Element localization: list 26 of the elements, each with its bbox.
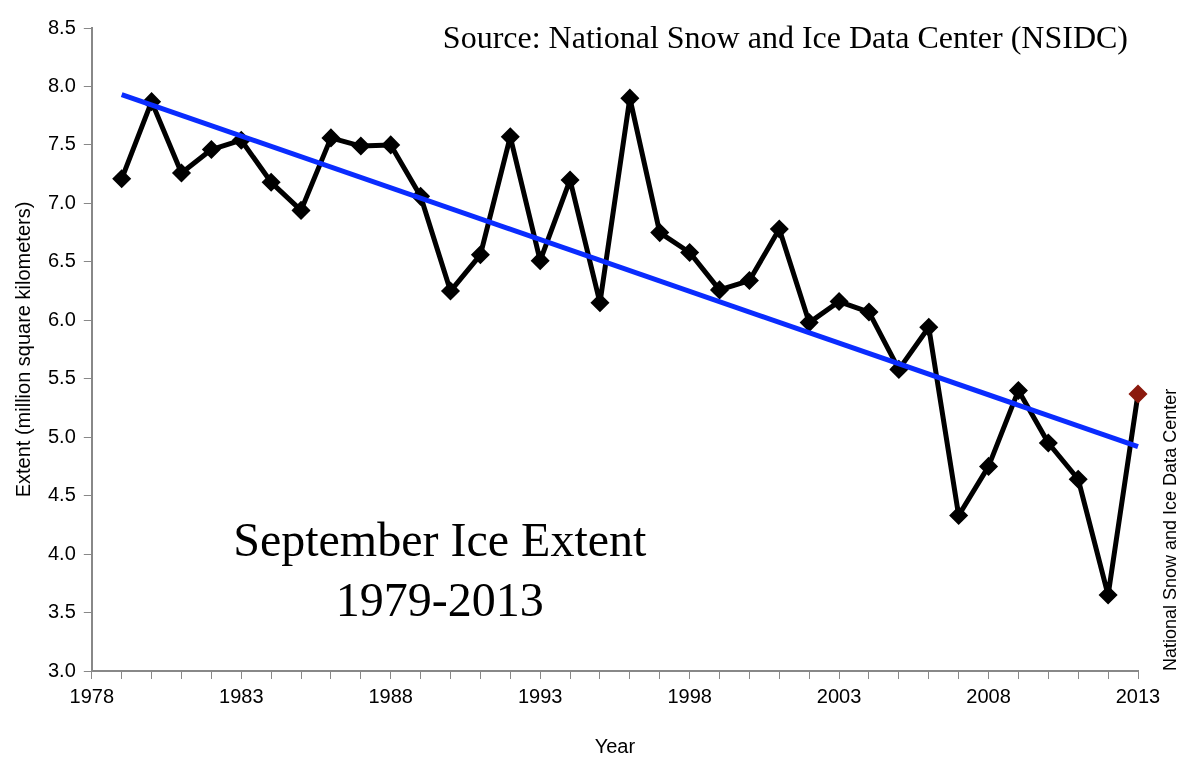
x-axis-title: Year	[594, 734, 636, 757]
y-axis-title: Extent (million square kilometers)	[11, 201, 34, 498]
text: 1979-2013	[335, 573, 544, 626]
y-tick-label: 5.0	[47, 424, 76, 447]
x-tick-label: 1978	[69, 684, 115, 707]
y-tick-label: 6.0	[47, 307, 76, 330]
text: National Snow and Ice Data Center	[1159, 388, 1180, 671]
x-tick-label: 1993	[517, 684, 563, 707]
x-tick-label: 2008	[966, 684, 1011, 707]
y-tick-label: 3.5	[47, 600, 76, 623]
y-tick-label: 3.0	[47, 658, 76, 681]
y-tick-label: 5.5	[47, 366, 76, 389]
y-tick-label: 8.5	[47, 15, 76, 38]
annotation: Source: National Snow and Ice Data Center (NSIDC)	[442, 19, 1128, 56]
y-tick-label: 8.0	[47, 73, 76, 96]
x-tick-label: 1998	[667, 684, 712, 707]
y-tick-label: 7.5	[47, 132, 76, 155]
x-tick-label: 1988	[368, 684, 413, 707]
x-tick-label: 1983	[219, 684, 264, 707]
y-tick-label: 6.5	[47, 249, 76, 272]
x-tick-label: 2013	[1115, 684, 1161, 707]
x-tick-label: 2003	[816, 684, 862, 707]
y-tick-label: 4.5	[47, 483, 76, 506]
y-tick-label: 4.0	[47, 541, 76, 564]
text: September Ice Extent	[233, 513, 648, 566]
y-tick-label: 7.0	[47, 190, 76, 213]
